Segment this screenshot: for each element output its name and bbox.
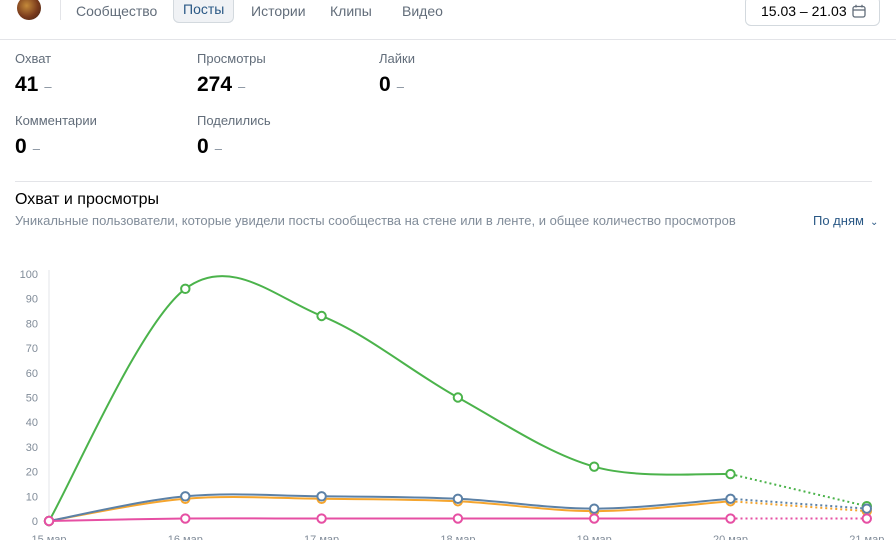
data-point (725, 493, 736, 504)
nav-divider (60, 0, 61, 20)
tab-video[interactable]: Видео (402, 3, 443, 19)
stat-change: – (44, 79, 52, 94)
stat-label: Поделились (197, 113, 271, 128)
data-point (861, 503, 872, 514)
y-tick-label: 10 (26, 491, 38, 503)
data-point (452, 513, 464, 524)
stat-change: – (396, 79, 404, 94)
data-point (180, 283, 191, 295)
section-divider (15, 181, 872, 182)
stat-reach: Охват 41– (15, 50, 52, 99)
tab-community[interactable]: Сообщество (76, 3, 158, 19)
x-tick-label: 18 мар (440, 534, 475, 540)
y-tick-label: 90 (26, 294, 38, 306)
series-line-forecast (730, 473, 868, 508)
data-point (861, 513, 872, 524)
stat-value: 0 (379, 73, 391, 96)
x-tick-label: 16 мар (168, 534, 203, 540)
stat-views: Просмотры 274– (197, 50, 266, 99)
y-tick-label: 20 (26, 467, 38, 479)
y-tick-label: 70 (26, 343, 38, 355)
y-tick-label: 40 (26, 417, 38, 429)
avatar[interactable] (17, 0, 41, 20)
reach-views-chart: 0 10 20 30 40 50 60 70 80 90 100 15 мар 16 мар 17 мар… (20, 269, 885, 540)
series-line (48, 496, 731, 522)
stat-change: – (32, 141, 40, 156)
data-point (452, 392, 464, 403)
date-range-picker[interactable]: 15.03 – 21.03 (745, 0, 880, 26)
data-point (316, 310, 327, 322)
x-tick-label: 19 мар (577, 534, 612, 540)
data-point (316, 513, 327, 524)
x-tick-label: 21 мар (849, 534, 884, 540)
tab-stories[interactable]: Истории (251, 3, 306, 19)
stat-value: 0 (197, 135, 209, 158)
data-point (589, 513, 600, 524)
x-tick-label: 15 мар (31, 534, 66, 540)
stat-value: 274 (197, 73, 233, 96)
data-point (180, 491, 191, 502)
series-line (48, 275, 731, 522)
chevron-down-icon: ⌄ (869, 217, 879, 228)
data-point (725, 513, 736, 524)
top-navigation: Сообщество Посты Истории Клипы Видео 15.… (0, 0, 896, 40)
stat-comments: Комментарии 0– (15, 112, 97, 161)
data-point (725, 468, 736, 480)
stat-shares: Поделились 0– (197, 112, 271, 161)
stat-change: – (214, 141, 222, 156)
y-tick-label: 100 (20, 269, 38, 281)
period-label: По дням (813, 213, 864, 228)
stat-label: Просмотры (197, 51, 266, 66)
date-range-label: 15.03 – 21.03 (761, 3, 847, 19)
tab-posts[interactable]: Посты (173, 0, 235, 23)
data-point (452, 493, 464, 504)
stat-label: Охват (15, 51, 52, 66)
series-line (48, 517, 731, 522)
section-description: Уникальные пользователи, которые увидели… (15, 213, 736, 228)
stat-value: 41 (15, 73, 39, 96)
section-title: Охват и просмотры (15, 191, 160, 208)
tab-clips[interactable]: Клипы (330, 3, 372, 19)
period-selector[interactable]: По дням ⌄ (813, 212, 878, 232)
stat-change: – (238, 79, 246, 94)
stat-label: Лайки (379, 51, 415, 66)
y-tick-label: 50 (26, 393, 38, 405)
calendar-icon (852, 4, 866, 18)
data-point (316, 491, 327, 502)
y-tick-label: 0 (32, 516, 38, 528)
series-line (48, 493, 731, 522)
y-tick-label: 80 (26, 318, 38, 330)
data-point (589, 461, 600, 472)
stat-label: Комментарии (15, 113, 97, 128)
stat-likes: Лайки 0– (379, 50, 415, 99)
data-point (180, 513, 191, 524)
x-tick-label: 20 мар (713, 534, 748, 540)
data-point (43, 515, 55, 527)
stat-value: 0 (15, 135, 27, 158)
y-tick-label: 60 (26, 368, 38, 380)
y-tick-label: 30 (26, 442, 38, 454)
x-tick-label: 17 мар (304, 534, 339, 540)
data-point (589, 503, 600, 514)
